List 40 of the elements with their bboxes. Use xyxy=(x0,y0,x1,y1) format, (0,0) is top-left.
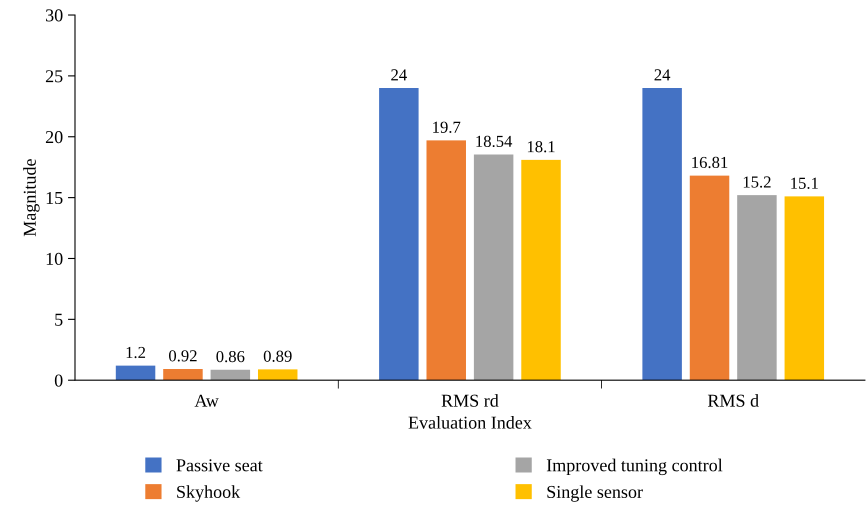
bar xyxy=(642,88,682,380)
y-tick-label: 30 xyxy=(46,9,62,22)
bar xyxy=(163,369,203,380)
bar xyxy=(426,140,466,380)
bar xyxy=(521,160,561,380)
y-tick-label: 15 xyxy=(46,192,62,204)
legend-label: Passive seat xyxy=(176,459,263,472)
legend-label: Single sensor xyxy=(547,485,643,502)
legend-label: Skyhook xyxy=(177,485,240,502)
y-tick-label: 0 xyxy=(54,374,62,387)
bar xyxy=(258,369,298,380)
data-label: 15.1 xyxy=(791,178,818,189)
bar xyxy=(210,370,250,380)
data-label: 0.92 xyxy=(169,350,197,362)
data-label: 1.2 xyxy=(126,346,146,358)
bar xyxy=(379,88,419,380)
data-label: 0.86 xyxy=(216,350,244,362)
data-label: 19.7 xyxy=(433,122,460,133)
bar xyxy=(784,196,824,380)
y-tick-label: 5 xyxy=(55,314,62,326)
data-label: 15.2 xyxy=(744,176,771,188)
data-label: 24 xyxy=(391,69,407,80)
data-label: 18.1 xyxy=(528,141,555,152)
y-tick-label: 20 xyxy=(46,131,62,144)
bar xyxy=(116,366,156,380)
y-tick-label: 25 xyxy=(46,70,62,82)
data-label: 0.89 xyxy=(264,350,292,362)
x-tick-label: RMS rd xyxy=(442,394,499,407)
y-tick-label: 10 xyxy=(46,252,62,265)
bar xyxy=(690,176,730,380)
y-axis-title: Magnitude xyxy=(23,159,40,236)
bar xyxy=(474,154,514,380)
bar xyxy=(737,195,777,380)
x-tick-label: RMS d xyxy=(708,394,759,407)
x-axis-title: Evaluation Index xyxy=(408,416,532,429)
data-label: 24 xyxy=(654,69,670,80)
legend-label: Improved tuning control xyxy=(546,458,722,476)
data-label: 16.81 xyxy=(692,156,728,168)
x-tick-label: Aw xyxy=(194,394,219,407)
data-label: 18.54 xyxy=(476,136,512,148)
